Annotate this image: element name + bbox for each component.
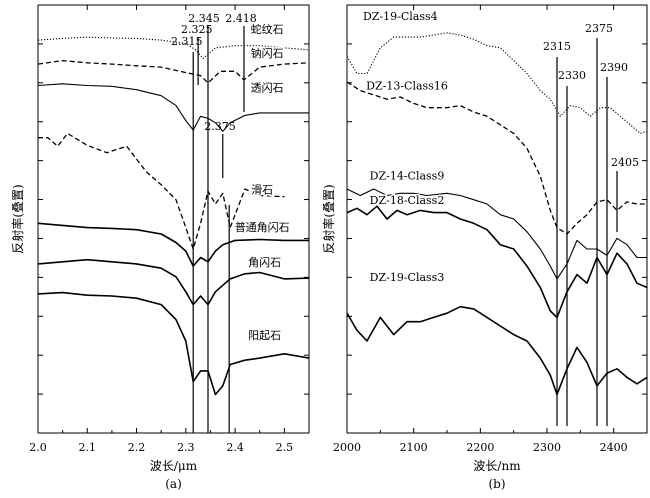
x-tick-label: 2.5 xyxy=(276,441,294,454)
marker-label: 2.325 xyxy=(181,23,213,36)
x-tick-label: 2400 xyxy=(600,441,628,454)
series-line-1 xyxy=(38,59,309,84)
x-tick-label: 2000 xyxy=(333,441,361,454)
x-tick-label: 2.0 xyxy=(29,441,47,454)
series-label: 滑石 xyxy=(251,183,273,196)
marker-label: 2390 xyxy=(600,61,628,74)
x-axis-title: 波长/μm xyxy=(150,459,198,473)
series-label: DZ-19-Class3 xyxy=(370,271,445,284)
series-line-0 xyxy=(38,36,309,60)
series-label: 角闪石 xyxy=(248,255,281,269)
marker-label: 2375 xyxy=(585,22,613,35)
series-label: DZ-19-Class4 xyxy=(363,10,438,23)
panel-b: 2000 2100 2200 2300 2400 波长/nm 反射率(叠置) (b) DZ-19… xyxy=(321,4,648,491)
series-label: 阳起石 xyxy=(248,329,281,342)
series-line-6 xyxy=(38,291,309,396)
series-line-4 xyxy=(347,305,647,396)
x-tick-label: 2.3 xyxy=(177,441,195,454)
series-label: DZ-13-Class16 xyxy=(366,79,448,92)
x-axis-title: 波长/nm xyxy=(473,459,521,473)
series-label: 透闪石 xyxy=(251,80,284,94)
y-axis-title: 反射率(叠置) xyxy=(321,184,336,253)
marker-label: 2.375 xyxy=(204,120,236,133)
panel-a: 2.0 2.1 2.2 2.3 2.4 2.5 波长/μm 反射率(叠置) (a) 蛇纹石钠闪石透… xyxy=(10,4,310,491)
series-label: 钠闪石 xyxy=(251,46,284,60)
panel-label: (a) xyxy=(165,477,182,491)
series-line-1 xyxy=(347,81,647,235)
x-tick-label: 2.4 xyxy=(226,441,244,454)
marker-label: 2330 xyxy=(558,69,586,82)
series-line-3 xyxy=(347,205,647,319)
series-line-5 xyxy=(38,258,309,306)
x-tick-label: 2100 xyxy=(400,441,428,454)
y-axis-title: 反射率(叠置) xyxy=(10,184,25,253)
marker-label: 2315 xyxy=(543,40,571,53)
marker-label: 2.418 xyxy=(225,12,257,25)
series-line-3 xyxy=(38,132,285,250)
series-label: 普通角闪石 xyxy=(235,220,290,234)
series-line-2 xyxy=(347,188,647,280)
x-tick-label: 2.1 xyxy=(79,441,97,454)
series-label: 蛇纹石 xyxy=(251,22,284,36)
x-tick-label: 2300 xyxy=(533,441,561,454)
series-line-2 xyxy=(38,83,309,132)
plot-frame xyxy=(346,4,648,434)
x-tick-label: 2200 xyxy=(466,441,494,454)
series-label: DZ-18-Class2 xyxy=(370,194,445,207)
marker-label: 2405 xyxy=(611,156,639,169)
marker-label: 2.345 xyxy=(188,12,220,25)
series-label: DZ-14-Class9 xyxy=(370,170,445,183)
marker-label: 2.315 xyxy=(171,35,203,48)
panel-label: (b) xyxy=(488,477,505,491)
plot-frame xyxy=(37,4,310,434)
x-tick-label: 2.2 xyxy=(128,441,146,454)
